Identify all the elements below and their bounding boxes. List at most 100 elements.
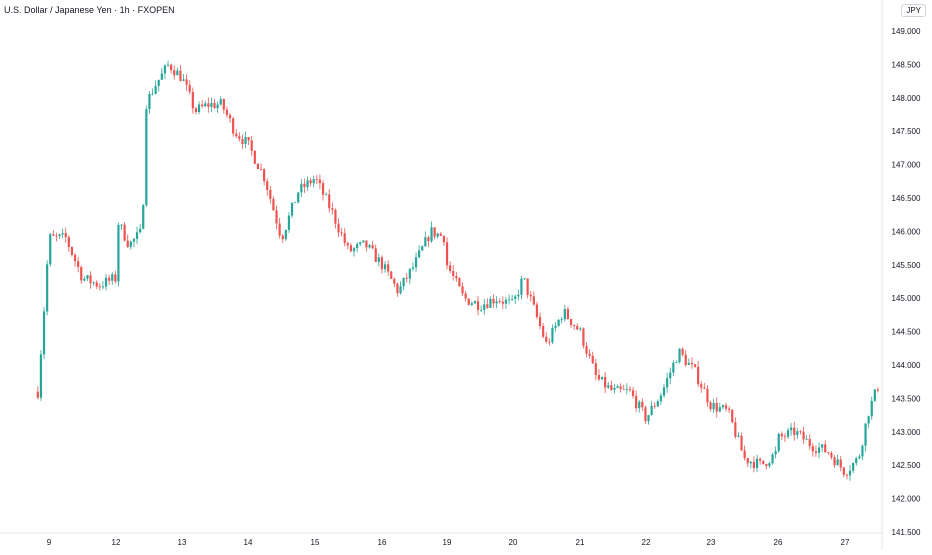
- candle-body-down: [452, 271, 455, 277]
- candle-body-down: [498, 301, 501, 303]
- candle-body-down: [225, 109, 229, 116]
- candle-body-up: [817, 447, 821, 453]
- candle-body-down: [573, 325, 576, 327]
- candle-body-up: [166, 64, 170, 66]
- candle-body-up: [219, 99, 222, 105]
- candle-body-up: [687, 362, 690, 365]
- candle-body-down: [272, 198, 275, 211]
- candle-body-up: [362, 240, 365, 243]
- candle-body-up: [870, 400, 873, 417]
- candle-body-down: [55, 235, 58, 237]
- candle-body-up: [356, 244, 359, 249]
- candle-body-down: [396, 283, 399, 294]
- candle-body-up: [483, 304, 486, 310]
- candle-body-down: [309, 180, 312, 184]
- candle-body-down: [697, 366, 700, 385]
- candle-body-up: [204, 103, 207, 107]
- candle-body-up: [659, 395, 663, 402]
- price-tick-label: 146.000: [892, 227, 921, 236]
- candle-body-up: [216, 104, 219, 109]
- price-tick-label: 146.500: [892, 194, 921, 203]
- candle-body-down: [455, 276, 458, 279]
- candle-body-up: [551, 327, 554, 343]
- candle-body-up: [383, 264, 387, 270]
- candle-body-up: [517, 294, 520, 297]
- candle-body-down: [703, 387, 706, 389]
- price-tick-label: 141.500: [892, 528, 921, 537]
- candle-body-up: [777, 433, 780, 452]
- candle-body-down: [734, 422, 737, 437]
- candle-body-up: [129, 241, 132, 247]
- candle-body-up: [210, 102, 213, 107]
- candle-body-up: [855, 458, 858, 464]
- candle-body-up: [411, 267, 415, 269]
- candle-body-down: [445, 242, 449, 266]
- price-tick-label: 145.000: [892, 294, 921, 303]
- candle-body-down: [724, 405, 728, 409]
- candle-body-down: [622, 388, 625, 390]
- candle-body-down: [201, 104, 204, 107]
- candle-body-down: [349, 245, 353, 252]
- price-tick-label: 144.500: [892, 328, 921, 337]
- candle-body-down: [752, 461, 756, 469]
- candle-body-down: [597, 374, 601, 380]
- candle-body-down: [569, 318, 573, 326]
- candle-body-down: [393, 278, 396, 284]
- time-tick-label: 12: [112, 538, 121, 547]
- candle-body-down: [631, 390, 635, 396]
- candle-body-down: [808, 438, 811, 447]
- candle-body-down: [706, 388, 709, 403]
- candle-body-down: [80, 267, 83, 281]
- candle-body-down: [839, 459, 842, 468]
- price-axis[interactable]: 141.500 142.000 142.500 143.000 143.500 144.0…: [892, 27, 921, 537]
- candle-body-up: [511, 298, 514, 300]
- candle-body-up: [755, 458, 759, 469]
- candle-body-up: [858, 456, 861, 459]
- candle-body-up: [421, 246, 424, 251]
- candle-body-down: [337, 223, 340, 233]
- price-tick-label: 147.500: [892, 127, 921, 136]
- currency-badge[interactable]: JPY: [901, 4, 926, 17]
- candle-body-up: [616, 386, 619, 388]
- candle-body-up: [290, 202, 294, 216]
- candle-body-down: [542, 326, 545, 337]
- candle-body-up: [672, 362, 675, 373]
- time-tick-label: 9: [47, 538, 52, 547]
- candle-body-down: [303, 183, 306, 188]
- candle-body-up: [520, 278, 523, 295]
- candle-body-up: [151, 93, 154, 95]
- candle-body-up: [557, 319, 560, 326]
- candle-body-down: [476, 301, 480, 311]
- candle-body-down: [36, 391, 39, 398]
- candle-body-down: [684, 354, 687, 365]
- candle-body-down: [346, 243, 349, 246]
- candle-body-down: [700, 384, 703, 388]
- price-tick-label: 143.000: [892, 428, 921, 437]
- candle-body-down: [715, 402, 718, 412]
- price-tick-label: 147.000: [892, 161, 921, 170]
- candle-body-down: [331, 208, 334, 210]
- time-axis[interactable]: 9 12 13 14 15 16 19 20 21 22 23 26 27: [47, 538, 850, 547]
- candle-body-up: [771, 454, 774, 464]
- candle-body-down: [644, 407, 647, 422]
- candle-body-down: [247, 137, 250, 141]
- candle-body-up: [61, 232, 64, 235]
- candle-body-up: [142, 205, 145, 229]
- candle-body-down: [380, 257, 384, 270]
- candle-body-down: [728, 408, 731, 410]
- candle-body-up: [49, 234, 52, 265]
- price-tick-label: 145.500: [892, 261, 921, 270]
- candle-body-up: [836, 459, 839, 466]
- candle-body-down: [635, 395, 638, 409]
- candle-body-up: [42, 311, 46, 355]
- candle-body-down: [681, 348, 684, 355]
- candle-body-down: [191, 91, 194, 109]
- candle-body-down: [433, 227, 436, 237]
- candle-body-up: [718, 407, 721, 412]
- time-tick-label: 22: [642, 538, 651, 547]
- candle-body-up: [39, 354, 43, 398]
- candle-body-down: [390, 271, 393, 279]
- time-tick-label: 27: [841, 538, 850, 547]
